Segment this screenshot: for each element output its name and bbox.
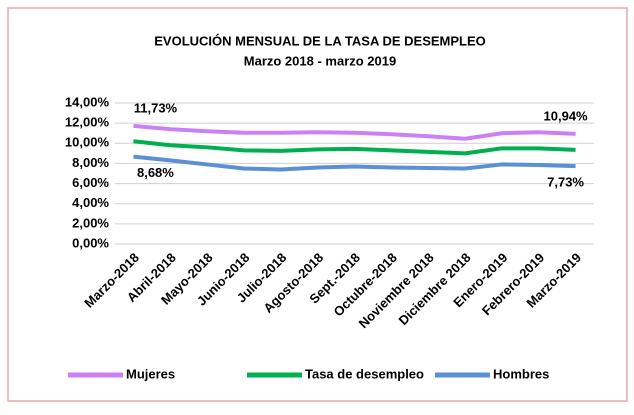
legend-label: Mujeres: [126, 366, 175, 381]
y-tick-label: 0,00%: [72, 235, 109, 250]
y-tick-label: 2,00%: [72, 215, 109, 230]
y-tick-label: 6,00%: [72, 175, 109, 190]
y-tick-label: 12,00%: [65, 115, 110, 130]
data-label: 11,73%: [134, 100, 178, 115]
y-tick-label: 8,00%: [72, 155, 109, 170]
chart-border: [7, 7, 628, 402]
series-line: [133, 154, 576, 172]
chart-title: EVOLUCIÓN MENSUAL DE LA TASA DE DESEMPLE…: [154, 33, 486, 48]
series-line: [133, 123, 576, 141]
y-tick-label: 14,00%: [65, 94, 110, 109]
chart-subtitle: Marzo 2018 - marzo 2019: [244, 53, 396, 68]
y-tick-label: 4,00%: [72, 195, 109, 210]
legend-label: Tasa de desempleo: [305, 366, 424, 381]
data-label: 8,68%: [137, 165, 174, 180]
data-label: 7,73%: [547, 175, 584, 190]
legend-label: Hombres: [493, 366, 549, 381]
series-line: [133, 139, 576, 156]
y-tick-label: 10,00%: [65, 135, 110, 150]
data-label: 10,94%: [544, 108, 589, 123]
